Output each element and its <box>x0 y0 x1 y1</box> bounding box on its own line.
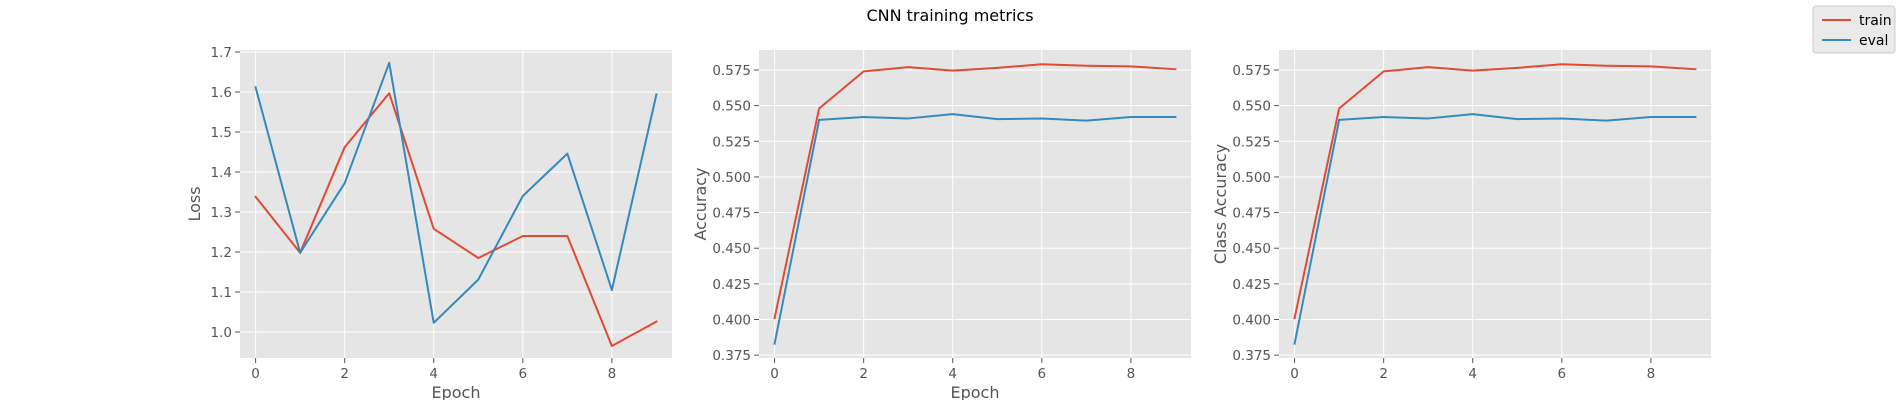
y-tick-label: 0.550 <box>712 99 751 115</box>
y-tick-label: 0.550 <box>1232 99 1271 115</box>
x-tick-label: 4 <box>429 366 438 382</box>
x-tick-label: 8 <box>608 366 617 382</box>
y-tick-label: 0.575 <box>1232 63 1271 79</box>
x-tick-label: 6 <box>1558 366 1567 382</box>
x-tick-label: 4 <box>1468 366 1477 382</box>
series-line-eval <box>254 61 658 324</box>
y-tick-label: 1.3 <box>211 205 232 221</box>
x-tick-label: 0 <box>1290 366 1299 382</box>
x-tick-label: 8 <box>1127 366 1136 382</box>
y-tick-label: 0.575 <box>712 63 751 79</box>
series-line-train <box>1293 63 1697 320</box>
legend-frame <box>1812 5 1896 54</box>
series-line-train <box>254 92 658 347</box>
x-tick-label: 2 <box>859 366 868 382</box>
y-tick-label: 0.450 <box>712 241 751 257</box>
subplot-loss: 0 2 4 6 8 1.0 1.1 1.2 1.3 1.4 1.5 1.6 1.7 Epoch Loss <box>185 45 672 400</box>
x-tick-label: 4 <box>948 366 957 382</box>
plot-area-class-accuracy <box>1279 50 1711 358</box>
y-tick-label: 1.0 <box>211 325 232 341</box>
y-tick-label: 0.400 <box>712 313 751 329</box>
y-tick-label: 1.1 <box>211 285 232 301</box>
y-tick-label: 0.525 <box>712 134 751 150</box>
y-tick-label: 0.500 <box>712 170 751 186</box>
y-tick-label: 0.475 <box>712 206 751 222</box>
y-tick-label: 1.7 <box>211 45 232 61</box>
y-tick-label: 1.6 <box>211 85 232 101</box>
x-axis-label: Epoch <box>951 383 1000 400</box>
x-tick-label: 2 <box>1379 366 1388 382</box>
x-tick-label: 6 <box>519 366 528 382</box>
series-line-train <box>773 63 1177 320</box>
y-tick-label: 0.375 <box>1232 348 1271 364</box>
y-tick-label: 0.500 <box>1232 170 1271 186</box>
y-tick-label: 0.425 <box>1232 277 1271 293</box>
x-axis-label: Epoch <box>432 383 481 400</box>
legend-label-train: train <box>1859 13 1892 29</box>
y-tick-label: 0.375 <box>712 348 751 364</box>
plot-area-accuracy <box>759 50 1191 358</box>
series-line-eval <box>773 113 1177 345</box>
plot-area-loss <box>240 50 672 358</box>
x-tick-label: 2 <box>340 366 349 382</box>
y-tick-label: 0.475 <box>1232 206 1271 222</box>
x-tick-label: 6 <box>1038 366 1047 382</box>
subplot-accuracy: 0 2 4 6 8 0.375 0.400 0.425 0.450 0.475 0.500 0.525… <box>691 50 1191 400</box>
y-tick-label: 1.2 <box>211 245 232 261</box>
y-tick-label: 0.400 <box>1232 313 1271 329</box>
y-tick-label: 0.525 <box>1232 134 1271 150</box>
y-tick-label: 0.425 <box>712 277 751 293</box>
subplot-class-accuracy: 0 2 4 6 8 0.375 0.400 0.425 0.450 0.475 0.500 0.525… <box>1211 50 1711 382</box>
x-tick-label: 8 <box>1647 366 1656 382</box>
y-tick-label: 1.4 <box>211 165 232 181</box>
y-tick-label: 1.5 <box>211 125 232 141</box>
y-axis-label: Class Accuracy <box>1211 144 1230 264</box>
x-tick-label: 0 <box>251 366 260 382</box>
figure-title: CNN training metrics <box>866 6 1033 25</box>
y-axis-label: Accuracy <box>691 167 710 240</box>
legend-label-eval: eval <box>1859 33 1888 49</box>
legend: train eval <box>1812 5 1896 54</box>
x-tick-label: 0 <box>770 366 779 382</box>
series-line-eval <box>1293 113 1697 345</box>
y-tick-label: 0.450 <box>1232 241 1271 257</box>
y-axis-label: Loss <box>185 186 204 221</box>
